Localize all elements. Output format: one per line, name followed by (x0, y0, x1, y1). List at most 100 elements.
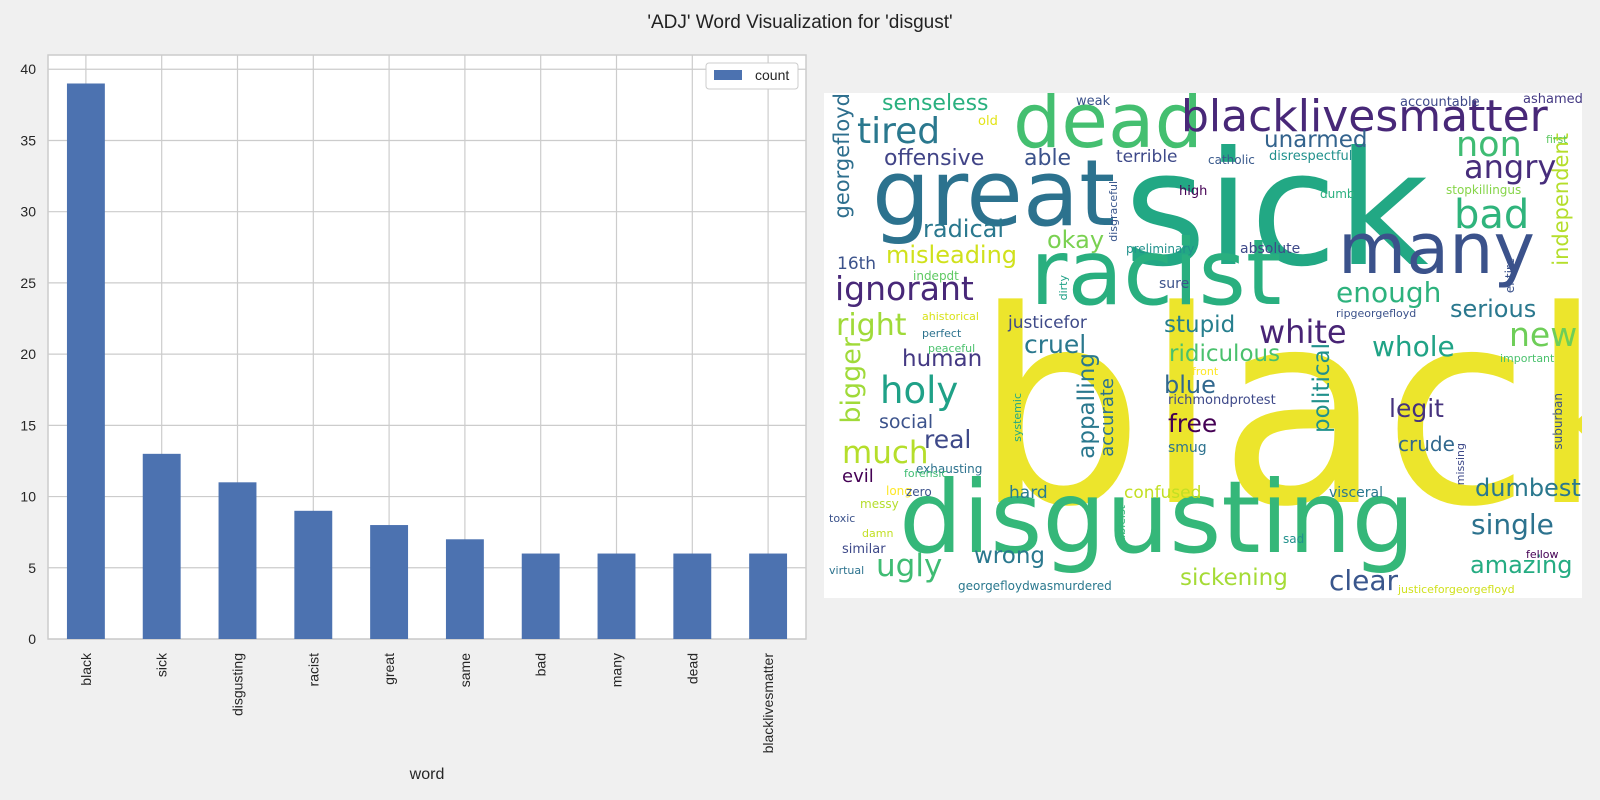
cloud-word-disgusting: disgusting (899, 459, 1416, 576)
cloud-word-ahistorical: ahistorical (922, 310, 979, 323)
cloud-word-whole: whole (1372, 330, 1455, 363)
cloud-word-sickening: sickening (1180, 565, 1288, 591)
x-axis-label: word (409, 766, 445, 783)
cloud-word-blacklivesmatter: blacklivesmatter (1181, 93, 1548, 142)
cloud-word-accurate: accurate (1097, 378, 1118, 457)
cloud-word-great: great (872, 140, 1116, 247)
cloud-word-holy: holy (880, 369, 959, 412)
cloud-word-ridiculous: ridiculous (1169, 341, 1281, 367)
y-tick-label: 40 (20, 61, 36, 77)
cloud-word-peaceful: peaceful (928, 342, 976, 355)
cloud-word-legit: legit (1389, 394, 1444, 423)
cloud-word-stupid: stupid (1164, 312, 1236, 338)
cloud-word-old: old (978, 114, 998, 129)
bar-dead (673, 553, 712, 639)
cloud-word-many: many (1338, 208, 1535, 290)
cloud-word-dirty: dirty (1057, 275, 1070, 301)
bar-sick (142, 453, 181, 639)
cloud-word-racist: racist (1030, 221, 1282, 326)
cloud-word-ugly: ugly (876, 548, 943, 584)
cloud-word-damn: damn (862, 527, 894, 540)
cloud-word-disgraceful: disgraceful (1107, 181, 1120, 242)
cloud-word-serious: serious (1450, 295, 1537, 323)
cloud-word-exhausting: exhausting (916, 462, 983, 476)
y-tick-label: 0 (28, 631, 36, 647)
legend: count (705, 62, 799, 90)
cloud-word-terrible: terrible (1116, 147, 1178, 167)
bar-blacklivesmatter (749, 553, 788, 639)
cloud-word-blue: blue (1164, 371, 1216, 399)
y-tick-label: 25 (20, 275, 36, 291)
cloud-word-offensive: offensive (884, 146, 985, 171)
cloud-word-unarmed: unarmed (1264, 127, 1368, 153)
x-tick-label: great (381, 653, 397, 685)
cloud-word-sure: sure (1159, 276, 1190, 292)
bar-black (66, 83, 105, 640)
cloud-word-richmondprotest: richmondprotest (1168, 393, 1276, 408)
cloud-word-dumb: dumb (1320, 187, 1355, 201)
x-tick-label: disgusting (230, 653, 246, 716)
cloud-word-free: free (1168, 409, 1218, 438)
cloud-word-confused: confused (1124, 483, 1202, 503)
cloud-word-zero: zero (906, 485, 932, 499)
y-tick-label: 35 (20, 132, 36, 148)
cloud-word-tired: tired (857, 111, 941, 152)
cloud-word-dead: dead (1013, 93, 1203, 165)
cloud-word-16th: 16th (837, 254, 877, 274)
cloud-word-sad: sad (1283, 532, 1305, 546)
cloud-word-dumbest: dumbest (1475, 474, 1581, 502)
bar-great (370, 525, 409, 639)
cloud-word-stopkillingus: stopkillingus (1446, 183, 1522, 197)
cloud-word-indepdt: indepdt (913, 269, 959, 283)
x-tick-label: racist (305, 653, 321, 687)
bar-many (597, 553, 636, 639)
y-tick-label: 10 (20, 489, 36, 505)
x-tick-label: blacklivesmatter (760, 653, 776, 754)
figure-title: 'ADJ' Word Visualization for 'disgust' (647, 12, 953, 33)
bar-chart: 0 5 10 15 20 25 30 35 40 black sick disgusting raci… (20, 54, 807, 783)
cloud-word-clear: clear (1329, 564, 1399, 597)
legend-swatch (714, 70, 742, 80)
cloud-word-important: important (1500, 352, 1555, 365)
word-cloud: blacksickdisgustingracistgreatmanydeadbl… (824, 93, 1582, 598)
cloud-word-georgefloydwasmurdered: georgefloydwasmurdered (958, 579, 1112, 593)
cloud-word-okay: okay (1047, 226, 1105, 254)
cloud-word-wrong: wrong (974, 543, 1046, 569)
cloud-word-cruel: cruel (1024, 330, 1087, 359)
cloud-word-smug: smug (1168, 440, 1207, 456)
bar-bad (521, 553, 560, 639)
cloud-word-catholic: catholic (1208, 153, 1255, 167)
x-tick-label: black (78, 652, 94, 686)
cloud-word-visceral: visceral (1329, 485, 1384, 501)
cloud-word-non: non (1456, 125, 1522, 165)
cloud-word-toxic: toxic (829, 512, 856, 525)
cloud-word-single: single (1471, 508, 1554, 541)
cloud-word-able: able (1024, 146, 1072, 171)
cloud-word-disrespectful: disrespectful (1269, 149, 1353, 164)
cloud-word-ignorant: ignorant (835, 269, 974, 308)
cloud-word-accountable: accountable (1400, 95, 1480, 110)
y-tick-label: 15 (20, 417, 36, 433)
cloud-word-systemic: systemic (1011, 393, 1024, 442)
cloud-word-radical: radical (923, 215, 1005, 243)
cloud-word-senseless: senseless (882, 93, 989, 116)
cloud-word-black: black (974, 254, 1582, 566)
x-tick-label: dead (684, 653, 700, 684)
cloud-word-misleading: misleading (886, 241, 1018, 269)
cloud-word-political: political (1309, 343, 1335, 433)
cloud-word-missing: missing (1454, 443, 1467, 486)
cloud-word-entire: entire (1503, 258, 1517, 294)
cloud-word-bad: bad (1454, 192, 1530, 238)
cloud-word-real: real (924, 425, 972, 454)
cloud-word-independent: independent (1549, 133, 1573, 266)
x-tick-label: sick (154, 652, 170, 677)
cloud-word-appalling: appalling (1074, 353, 1100, 459)
cloud-word-white: white (1259, 313, 1347, 351)
cloud-word-angry: angry (1464, 148, 1557, 186)
cloud-word-justicefor: justicefor (1008, 313, 1087, 333)
bar-disgusting (218, 482, 257, 639)
x-tick-label: many (609, 653, 625, 687)
cloud-word-hard: hard (1009, 483, 1048, 503)
cloud-word-sick: sick (1124, 118, 1429, 302)
cloud-word-absolute: absolute (1240, 241, 1301, 257)
